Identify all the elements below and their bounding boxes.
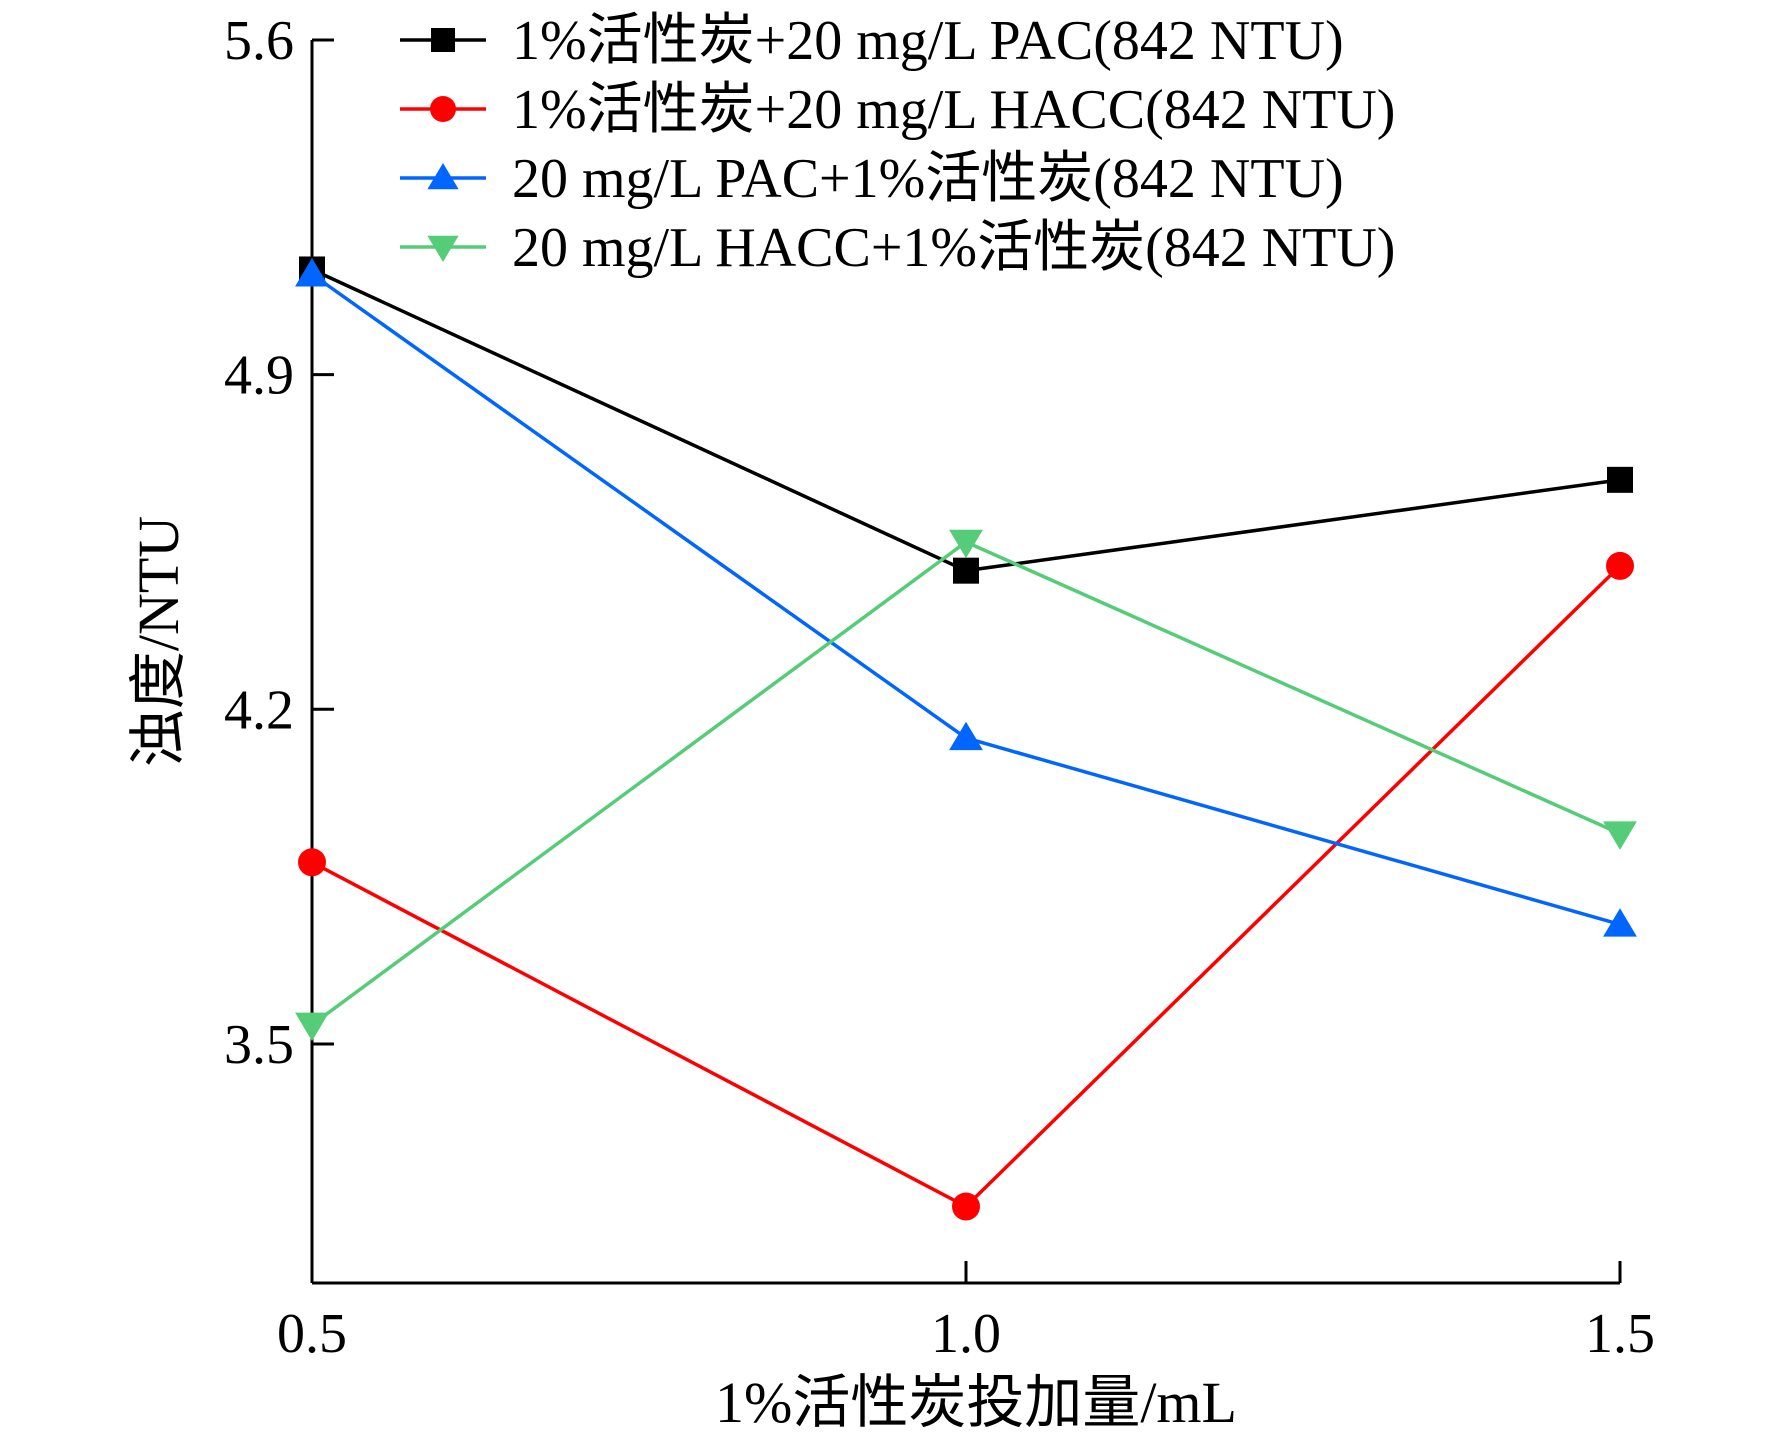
y-tick-label: 4.2 [224,679,294,741]
data-point [1603,821,1637,850]
y-tick-label: 4.9 [224,345,294,407]
data-point [952,1192,980,1221]
series-line [310,272,1621,927]
legend-item: 1%活性炭+20 mg/L PAC(842 NTU) [400,10,1344,72]
x-tick-label: 0.5 [277,1303,347,1365]
x-tick-label: 1.5 [1585,1303,1655,1365]
legend-label: 20 mg/L PAC+1%活性炭(842 NTU) [512,148,1344,210]
axes: 3.5 4.2 4.9 5.6 0.5 1.0 1.5 [224,10,1655,1365]
series-layer [295,256,1637,1221]
legend-item: 1%活性炭+20 mg/L HACC(842 NTU) [400,79,1395,141]
y-tick-label: 5.6 [224,10,294,72]
legend-item: 20 mg/L PAC+1%活性炭(842 NTU) [400,148,1344,210]
data-point [949,529,983,559]
data-point [298,848,326,877]
x-axis-title: 1%活性炭投加量/mL [715,1370,1237,1435]
data-point [1607,466,1633,493]
series-line [310,539,1621,1027]
legend-marker [427,235,459,262]
legend-marker [427,163,459,190]
data-point [295,258,329,287]
data-point [1606,551,1634,580]
data-point [295,1012,329,1042]
series-2 [298,551,1634,1221]
series-4 [295,529,1637,1042]
y-axis-title: 浊度/NTU [126,516,191,767]
legend-marker [431,28,455,52]
series-3 [295,258,1637,937]
legend-label: 1%活性炭+20 mg/L PAC(842 NTU) [512,10,1344,72]
data-point [953,557,979,584]
y-tick-label: 3.5 [224,1014,294,1076]
legend-marker [430,96,456,122]
legend: 1%活性炭+20 mg/L PAC(842 NTU) 1%活性炭+20 mg/L … [400,10,1395,279]
legend-label: 20 mg/L HACC+1%活性炭(842 NTU) [512,217,1395,279]
series-line [311,267,1621,573]
data-point [949,721,983,751]
x-tick-label: 1.0 [931,1303,1001,1365]
legend-item: 20 mg/L HACC+1%活性炭(842 NTU) [400,217,1395,279]
legend-label: 1%活性炭+20 mg/L HACC(842 NTU) [512,79,1395,141]
series-line [311,564,1622,1209]
data-point [1603,908,1637,937]
